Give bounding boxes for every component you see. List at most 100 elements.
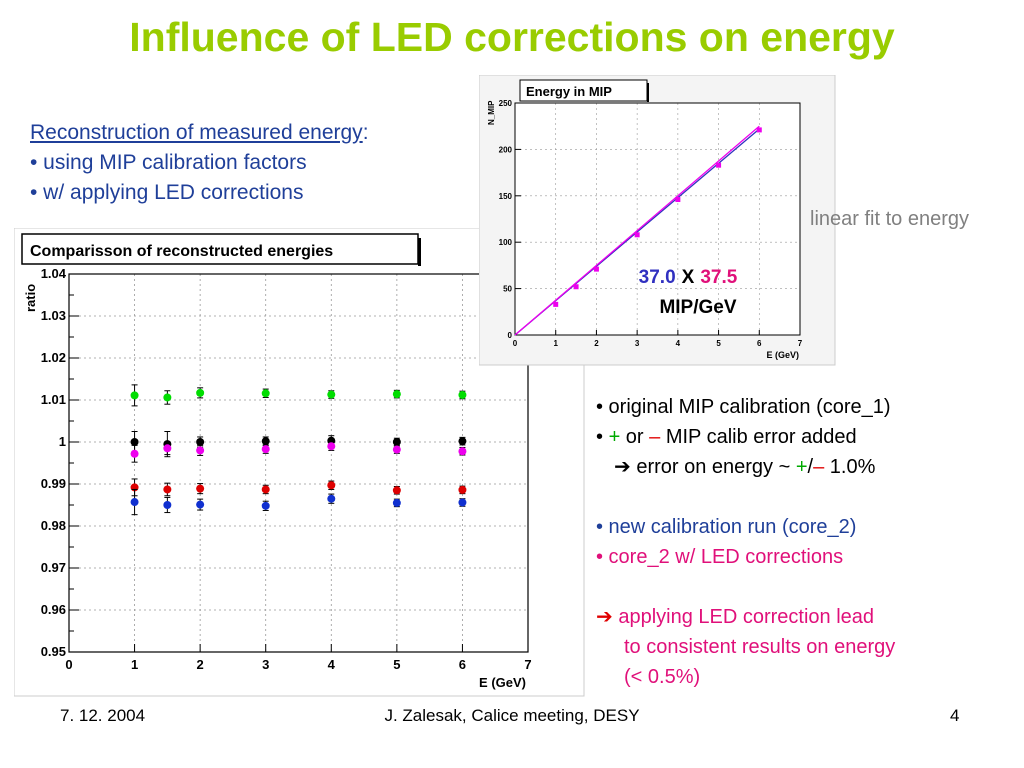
data-point [163,485,172,494]
comparison-title-shadow [418,238,421,266]
data-point [756,127,762,133]
reconstruction-heading: Reconstruction of measured energy: [30,118,369,148]
x-tick-label: 6 [757,339,762,348]
energy-title: Energy in MIP [526,84,612,99]
x-tick-label: 3 [635,339,640,348]
b2-pre: • [596,426,609,448]
b2-or: or [620,426,650,448]
x-tick-label: 0 [513,339,518,348]
x-tick-label: 3 [262,657,269,672]
data-point [634,232,640,238]
energy-plot-area [515,103,800,335]
data-point [130,498,139,507]
right-bullet-3: ➔ error on energy ~ +/– 1.0% [596,452,895,482]
spacer-1 [596,482,895,512]
y-tick-label: 0.97 [41,560,66,575]
comparison-xlabel: E (GeV) [479,675,526,690]
y-tick-label: 1.02 [41,350,66,365]
data-point [327,494,336,503]
data-point [392,445,401,454]
right-bullet-6: ➔ applying LED correction lead [596,602,895,632]
data-point [196,388,205,397]
b3-pre: ➔ error on energy ~ [614,456,796,478]
data-point [327,390,336,399]
x-tick-label: 4 [328,657,336,672]
data-point [196,438,205,446]
footer-page-number: 4 [950,706,960,725]
data-point [327,442,336,451]
b2-post: MIP calib error added [660,426,857,448]
x-tick-label: 5 [393,657,400,672]
data-point [458,485,467,494]
data-point [327,481,336,490]
fit-value-core2: 37.5 [700,267,737,288]
data-point [196,484,205,493]
left-text-block: Reconstruction of measured energy: • usi… [30,118,369,208]
data-point [261,389,270,398]
comparison-ylabel: ratio [23,284,38,312]
x-tick-label: 1 [131,657,138,672]
data-point [261,485,270,494]
data-point [392,390,401,399]
energy-points [553,127,762,307]
y-tick-label: 0.98 [41,518,66,533]
b2-plus: + [608,426,621,448]
y-tick-label: 1.04 [41,266,67,281]
y-tick-label: 200 [499,145,513,154]
right-bullet-6-line2: to consistent results on energy [624,636,896,658]
left-bullet-1: • using MIP calibration factors [30,151,307,174]
y-tick-label: 0.95 [41,644,66,659]
x-tick-label: 7 [798,339,803,348]
fit-x: X [682,267,695,288]
data-point [392,438,401,446]
data-point [675,197,681,203]
data-point [458,390,467,399]
data-point [392,498,401,507]
energy-ylabel: N_MIP [487,100,496,125]
data-point [261,437,270,446]
right-bullet-2: • + or – MIP calib error added [596,422,895,452]
x-tick-label: 2 [197,657,204,672]
y-tick-label: 50 [503,285,512,294]
energy-grid [514,102,801,336]
data-point [130,438,139,446]
x-tick-label: 7 [524,657,531,672]
fit-annotation-values: 37.0 X 37.5 [639,267,738,288]
linear-fit-note: linear fit to energy [810,208,969,230]
data-point [593,266,599,272]
x-tick-label: 5 [716,339,721,348]
x-tick-label: 6 [459,657,466,672]
data-point [716,162,722,168]
b3-post: 1.0% [824,456,876,478]
data-point [458,498,467,507]
comparison-points [130,384,467,516]
data-point [130,391,139,400]
heading-underlined: Reconstruction of measured energy [30,121,363,144]
footer-date: 7. 12. 2004 [60,706,146,725]
data-point [392,486,401,495]
x-tick-label: 4 [676,339,681,348]
energy-axes-box [514,102,801,336]
data-point [196,500,205,509]
y-tick-label: 0.96 [41,602,66,617]
comparison-title-box [21,233,419,265]
y-tick-label: 0 [508,331,513,340]
comparison-ticks: 0 1 2 3 4 5 6 7 0.95 0.96 0.97 0.98 0.99 1 1.01 1.02 1.0… [41,266,532,672]
right-bullet-4: • new calibration run (core_2) [596,516,857,538]
fit-value-core1: 37.0 [639,267,676,288]
data-point [163,393,172,402]
b2-minus: – [649,426,661,448]
data-point [196,446,205,455]
left-bullet-2: • w/ applying LED corrections [30,181,304,204]
comparison-title: Comparisson of reconstructed energies [30,243,333,260]
arrow-icon: ➔ [596,606,613,628]
data-point [553,301,559,307]
b3-minus: – [813,456,825,478]
y-tick-label: 1.03 [41,308,66,323]
x-tick-label: 1 [553,339,558,348]
y-tick-label: 1.01 [41,392,66,407]
data-point [163,444,172,453]
data-point [458,447,467,456]
y-tick-label: 150 [499,192,513,201]
y-tick-label: 100 [499,238,513,247]
